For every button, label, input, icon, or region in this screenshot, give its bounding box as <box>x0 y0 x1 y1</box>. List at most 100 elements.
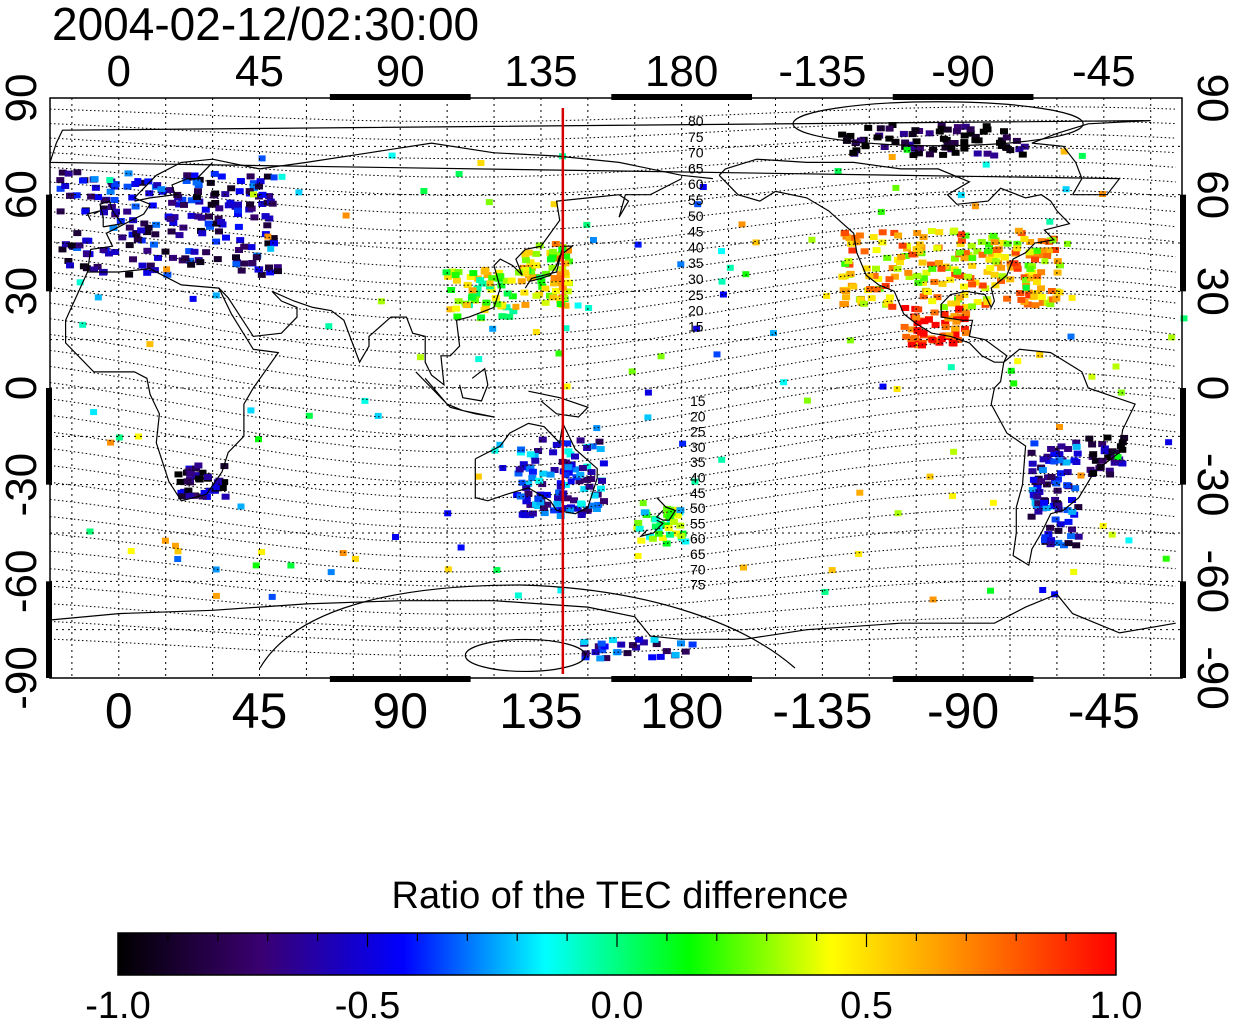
tec-cell <box>217 218 226 225</box>
tec-cell <box>518 511 527 518</box>
tec-cell <box>634 553 642 559</box>
tec-cell <box>1033 290 1042 297</box>
tec-cell <box>856 489 864 496</box>
tec-cell <box>949 340 958 347</box>
tec-cell <box>890 273 899 280</box>
tec-cell <box>993 252 1002 259</box>
tec-cell <box>644 389 652 396</box>
lat-tick-label-right: -60 <box>1188 550 1237 614</box>
tec-cell <box>255 183 263 190</box>
tec-cell <box>264 240 273 247</box>
tec-cell <box>258 201 267 207</box>
tec-cell <box>828 567 836 574</box>
contour-label-north: 60 <box>688 176 704 192</box>
tec-cell <box>1098 441 1107 448</box>
coastline <box>528 390 589 418</box>
tec-cell <box>961 250 970 257</box>
tec-cell <box>499 465 507 471</box>
tec-cell <box>455 171 463 177</box>
tec-cell <box>574 302 582 309</box>
tec-cell <box>578 465 587 471</box>
tec-cell <box>1042 505 1051 511</box>
tec-cell <box>907 341 916 348</box>
tec-cell <box>1037 478 1045 485</box>
tec-cell <box>252 254 261 261</box>
tec-cell <box>961 310 970 317</box>
tec-cell <box>896 259 904 266</box>
tec-cell <box>153 182 162 189</box>
contour-line <box>49 106 1176 123</box>
tec-cell <box>361 397 369 404</box>
tec-cell <box>883 254 892 261</box>
tec-cell <box>472 290 481 297</box>
tec-cell <box>174 548 182 555</box>
lon-tick-label-bottom: -45 <box>1068 683 1140 739</box>
tec-cell <box>930 278 939 285</box>
tec-cell <box>261 213 270 220</box>
tec-cell <box>856 296 865 303</box>
tec-cell <box>752 239 760 246</box>
tec-cell <box>82 251 91 258</box>
tec-cell <box>1162 555 1170 562</box>
tec-cell <box>955 272 964 279</box>
contour-label-south: 60 <box>690 531 706 547</box>
tec-cell <box>217 173 226 180</box>
tec-cell <box>950 255 959 262</box>
tec-cell <box>913 320 922 326</box>
tec-cell <box>503 290 512 297</box>
tec-cell <box>681 538 690 545</box>
tec-cell <box>1064 540 1073 547</box>
tec-cell <box>588 443 597 450</box>
tec-cell <box>1003 295 1012 302</box>
tec-cell <box>143 229 152 236</box>
tec-cell <box>951 326 960 332</box>
tec-cell <box>637 537 646 544</box>
tec-cell <box>167 228 176 235</box>
tec-cell <box>634 241 642 248</box>
tec-cell <box>1064 446 1073 452</box>
tec-cell <box>590 237 597 243</box>
tec-cell <box>913 338 922 345</box>
tec-cell <box>177 489 186 496</box>
tec-cell <box>73 169 82 176</box>
tec-cell <box>556 480 565 487</box>
tec-cell <box>945 332 954 339</box>
tec-cell <box>718 456 726 463</box>
tec-cell <box>258 155 266 162</box>
tec-cell <box>901 139 910 146</box>
tec-cell <box>740 564 747 571</box>
tec-cell <box>845 261 854 268</box>
tec-cell <box>189 295 197 302</box>
tec-cell <box>134 178 142 185</box>
tec-cell <box>1044 531 1053 538</box>
contour-line <box>49 203 1176 251</box>
tec-cell <box>473 285 482 292</box>
tec-cell <box>1085 435 1094 442</box>
tec-cell <box>628 642 637 649</box>
tec-cell <box>962 329 970 336</box>
tec-cell <box>580 486 589 493</box>
tec-cell <box>1051 591 1059 598</box>
tec-cell <box>1091 457 1100 464</box>
tec-cell <box>933 294 942 301</box>
tec-cell <box>593 425 601 432</box>
tec-cell <box>161 537 169 544</box>
contour-line <box>49 543 1176 587</box>
tec-cell <box>564 279 573 286</box>
tec-cell <box>1068 508 1077 515</box>
tec-cell <box>246 173 255 180</box>
colorbar-tick-label: 0.5 <box>840 985 893 1027</box>
tec-cell <box>442 269 451 276</box>
tec-cell <box>534 448 543 454</box>
tec-cell <box>507 277 516 284</box>
tec-cell <box>883 299 891 306</box>
contour-label-south: 55 <box>690 515 706 531</box>
coastline <box>65 268 280 502</box>
tec-cell <box>556 513 565 519</box>
coastline <box>49 593 1176 640</box>
tec-cell <box>566 451 575 458</box>
tec-cell <box>462 302 471 308</box>
contour-line <box>49 217 1176 269</box>
tec-cell <box>961 304 970 310</box>
tec-cell <box>992 247 1001 253</box>
